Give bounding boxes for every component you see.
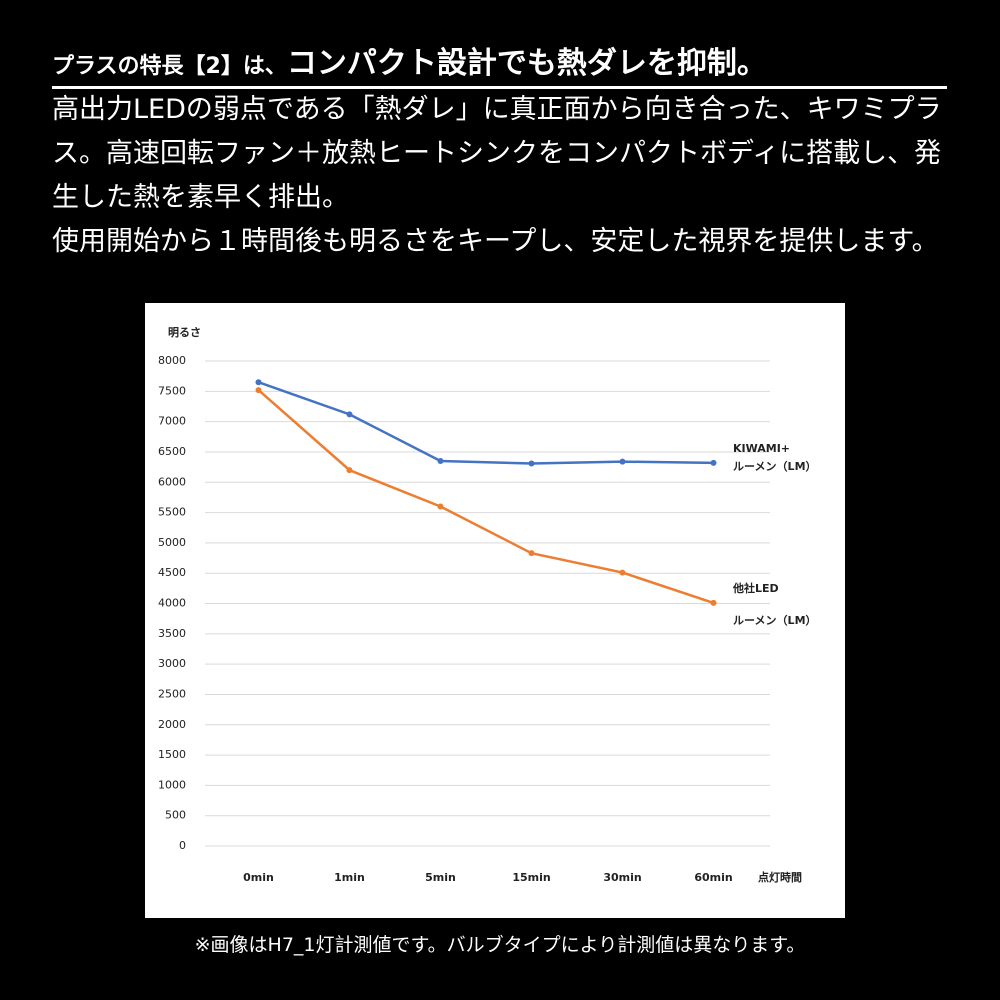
paragraph: 高出力LEDの弱点である「熱ダレ」に真正面から向き合った、キワミプラス。高速回転… — [52, 94, 942, 213]
x-tick-label: 1min — [334, 871, 365, 884]
data-point — [528, 460, 535, 467]
headline: プラスの特長【2】は、コンパクト設計でも熱ダレを抑制。 — [52, 38, 947, 89]
chart: 明るさ 点灯時間 0 500 1000 1500 2000 2500 3000 3500 400… — [145, 303, 845, 918]
legend-sublabel: ルーメン（LM） — [733, 614, 817, 627]
y-tick-label: 1500 — [158, 748, 186, 761]
x-tick-label: 15min — [512, 871, 550, 884]
y-axis-label: 明るさ — [168, 326, 201, 339]
series-line — [257, 389, 714, 605]
x-tick-label: 60min — [694, 871, 732, 884]
y-tick-label: 500 — [165, 809, 186, 822]
x-tick-label: 30min — [603, 871, 641, 884]
y-tick-label: 3000 — [158, 657, 186, 670]
footnote: ※画像はH7_1灯計測値です。バルブタイプにより計測値は異なります。 — [194, 934, 806, 956]
y-tick-label: 3500 — [158, 627, 186, 640]
y-tick-label: 1000 — [158, 778, 186, 791]
data-point — [437, 458, 444, 465]
legend-sublabel: ルーメン（LM） — [733, 460, 817, 473]
headline-main: コンパクト設計でも熱ダレを抑制。 — [286, 46, 767, 81]
data-point — [346, 411, 353, 418]
data-point — [619, 458, 626, 465]
data-point — [710, 599, 717, 606]
y-tick-label: 6500 — [158, 445, 186, 458]
data-point — [437, 503, 444, 510]
y-tick-label: 2500 — [158, 687, 186, 700]
paragraph: 使用開始から１時間後も明るさをキープし、安定した視界を提供します。 — [52, 226, 939, 257]
x-tick-label: 5min — [425, 871, 456, 884]
data-point — [710, 459, 717, 466]
y-tick-label: 2000 — [158, 718, 186, 731]
y-tick-label: 0 — [179, 839, 186, 852]
x-tick-label: 0min — [243, 871, 274, 884]
y-tick-label: 8000 — [158, 354, 186, 367]
data-point — [619, 569, 626, 576]
y-tick-label: 4000 — [158, 597, 186, 610]
description: 高出力LEDの弱点である「熱ダレ」に真正面から向き合った、キワミプラス。高速回転… — [52, 88, 957, 264]
series-line — [258, 381, 714, 465]
data-point — [528, 550, 535, 557]
data-point — [346, 467, 353, 474]
chart-background — [145, 303, 845, 918]
legend-label: 他社LED — [732, 581, 779, 595]
y-tick-label: 5000 — [158, 536, 186, 549]
y-tick-label: 6000 — [158, 475, 186, 488]
legend-label: KIWAMI+ — [733, 442, 790, 455]
x-axis-label: 点灯時間 — [758, 870, 802, 884]
data-point — [255, 379, 262, 386]
y-tick-label: 7500 — [158, 384, 186, 397]
data-point — [255, 387, 262, 394]
y-tick-label: 7000 — [158, 415, 186, 428]
headline-prefix: プラスの特長【2】は、 — [52, 54, 287, 79]
y-tick-label: 5500 — [158, 506, 186, 519]
y-tick-label: 4500 — [158, 566, 186, 579]
